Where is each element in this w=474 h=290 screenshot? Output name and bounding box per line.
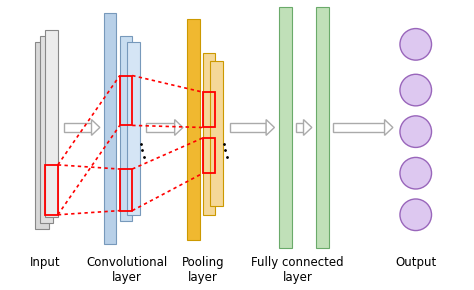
- Circle shape: [400, 157, 431, 189]
- Bar: [127, 42, 140, 215]
- Bar: [279, 7, 292, 248]
- Circle shape: [400, 116, 431, 147]
- Bar: [146, 123, 174, 132]
- Bar: [104, 13, 117, 244]
- Polygon shape: [384, 119, 393, 135]
- Bar: [333, 123, 384, 132]
- Bar: [40, 36, 53, 223]
- Text: Convolutional
layer: Convolutional layer: [87, 256, 168, 284]
- Circle shape: [400, 28, 431, 60]
- Polygon shape: [266, 119, 274, 135]
- Bar: [210, 61, 223, 206]
- Circle shape: [400, 74, 431, 106]
- Bar: [203, 92, 215, 128]
- Polygon shape: [91, 119, 100, 135]
- Bar: [64, 123, 91, 132]
- Bar: [45, 165, 58, 215]
- Bar: [203, 53, 215, 215]
- Bar: [187, 19, 200, 240]
- Text: Pooling
layer: Pooling layer: [182, 256, 224, 284]
- Bar: [120, 75, 132, 125]
- Bar: [45, 30, 58, 217]
- Bar: [120, 169, 132, 211]
- Polygon shape: [303, 119, 312, 135]
- Circle shape: [400, 199, 431, 231]
- Bar: [203, 138, 215, 173]
- Text: Fully connected
layer: Fully connected layer: [251, 256, 344, 284]
- Polygon shape: [174, 119, 183, 135]
- Bar: [36, 42, 49, 229]
- Text: Output: Output: [395, 256, 437, 269]
- Bar: [296, 123, 303, 132]
- Bar: [120, 36, 132, 221]
- Bar: [229, 123, 266, 132]
- Bar: [316, 7, 329, 248]
- Text: Input: Input: [30, 256, 60, 269]
